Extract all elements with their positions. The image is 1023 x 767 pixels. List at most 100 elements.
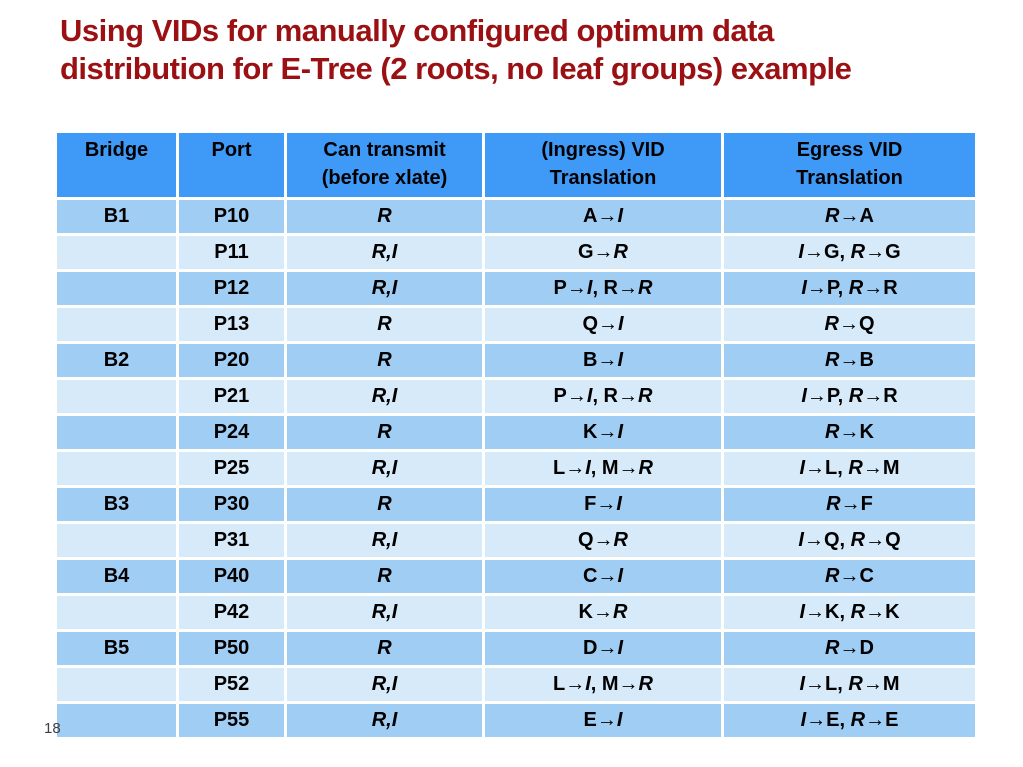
cell-port: P12 (176, 269, 287, 308)
page-number: 18 (44, 720, 61, 737)
cell-ingress-vid-translation: F→I (482, 485, 724, 524)
cell-ingress-vid-translation: E→I (482, 701, 724, 740)
cell-port: P25 (176, 449, 287, 488)
cell-port: P40 (176, 557, 287, 596)
cell-egress-vid-translation: I→L, R→M (721, 665, 978, 704)
cell-egress-vid-translation: R→D (721, 629, 978, 668)
cell-ingress-vid-translation: A→I (482, 197, 724, 236)
cell-ingress-vid-translation: P→I, R→R (482, 377, 724, 416)
page-title: Using VIDs for manually configured optim… (60, 13, 852, 86)
cell-bridge (54, 269, 179, 308)
cell-bridge (54, 593, 179, 632)
cell-egress-vid-translation: I→Q, R→Q (721, 521, 978, 560)
cell-port: P24 (176, 413, 287, 452)
cell-ingress-vid-translation: K→R (482, 593, 724, 632)
cell-port: P52 (176, 665, 287, 704)
table-row: P55 R,I E→I I→E, R→E (54, 701, 978, 740)
cell-port: P55 (176, 701, 287, 740)
cell-can-transmit: R,I (284, 593, 485, 632)
cell-egress-vid-translation: R→B (721, 341, 978, 380)
column-header-port: Port (176, 130, 287, 200)
table-row: B4 P40 R C→I R→C (54, 557, 978, 596)
cell-bridge (54, 377, 179, 416)
table-row: P31 R,I Q→R I→Q, R→Q (54, 521, 978, 560)
cell-port: P31 (176, 521, 287, 560)
cell-bridge: B2 (54, 341, 179, 380)
cell-egress-vid-translation: I→E, R→E (721, 701, 978, 740)
cell-can-transmit: R,I (284, 521, 485, 560)
table-row: P13 R Q→I R→Q (54, 305, 978, 344)
cell-bridge: B4 (54, 557, 179, 596)
cell-bridge (54, 233, 179, 272)
cell-can-transmit: R (284, 629, 485, 668)
cell-ingress-vid-translation: L→I, M→R (482, 449, 724, 488)
cell-ingress-vid-translation: G→R (482, 233, 724, 272)
cell-can-transmit: R (284, 485, 485, 524)
header-row: Bridge Port Can transmit (before xlate) (In… (54, 130, 978, 200)
cell-can-transmit: R (284, 557, 485, 596)
cell-bridge (54, 305, 179, 344)
cell-egress-vid-translation: I→K, R→K (721, 593, 978, 632)
cell-egress-vid-translation: R→Q (721, 305, 978, 344)
cell-ingress-vid-translation: K→I (482, 413, 724, 452)
table-row: P52 R,I L→I, M→R I→L, R→M (54, 665, 978, 704)
cell-ingress-vid-translation: L→I, M→R (482, 665, 724, 704)
table-row: P12 R,I P→I, R→R I→P, R→R (54, 269, 978, 308)
cell-can-transmit: R,I (284, 233, 485, 272)
table-row: P11 R,I G→R I→G, R→G (54, 233, 978, 272)
cell-port: P11 (176, 233, 287, 272)
cell-egress-vid-translation: R→A (721, 197, 978, 236)
table-row: B1 P10 R A→I R→A (54, 197, 978, 236)
cell-egress-vid-translation: I→P, R→R (721, 269, 978, 308)
cell-ingress-vid-translation: D→I (482, 629, 724, 668)
column-header-ingress-vid-translation: (Ingress) VID Translation (482, 130, 724, 200)
cell-port: P10 (176, 197, 287, 236)
cell-port: P20 (176, 341, 287, 380)
cell-ingress-vid-translation: Q→R (482, 521, 724, 560)
cell-port: P42 (176, 593, 287, 632)
table-row: B2 P20 R B→I R→B (54, 341, 978, 380)
cell-ingress-vid-translation: Q→I (482, 305, 724, 344)
cell-port: P50 (176, 629, 287, 668)
table-row: B3 P30 R F→I R→F (54, 485, 978, 524)
cell-bridge (54, 413, 179, 452)
table-row: P24 R K→I R→K (54, 413, 978, 452)
column-header-egress-vid-translation: Egress VID Translation (721, 130, 978, 200)
cell-egress-vid-translation: R→F (721, 485, 978, 524)
cell-bridge (54, 665, 179, 704)
cell-can-transmit: R,I (284, 701, 485, 740)
cell-bridge: B5 (54, 629, 179, 668)
cell-bridge: B1 (54, 197, 179, 236)
vid-table-header: Bridge Port Can transmit (before xlate) (In… (54, 130, 978, 200)
cell-bridge (54, 521, 179, 560)
cell-egress-vid-translation: R→K (721, 413, 978, 452)
cell-bridge (54, 449, 179, 488)
cell-can-transmit: R,I (284, 269, 485, 308)
vid-table-body: B1 P10 R A→I R→A P11 R,I G→R I→G, R→G P12 R,I P→I, … (54, 197, 978, 740)
cell-port: P30 (176, 485, 287, 524)
vid-table: Bridge Port Can transmit (before xlate) (In… (54, 130, 978, 740)
table-row: B5 P50 R D→I R→D (54, 629, 978, 668)
cell-can-transmit: R (284, 413, 485, 452)
cell-ingress-vid-translation: C→I (482, 557, 724, 596)
cell-can-transmit: R (284, 305, 485, 344)
cell-bridge: B3 (54, 485, 179, 524)
column-header-can-transmit: Can transmit (before xlate) (284, 130, 485, 200)
cell-ingress-vid-translation: B→I (482, 341, 724, 380)
cell-can-transmit: R (284, 341, 485, 380)
cell-egress-vid-translation: R→C (721, 557, 978, 596)
cell-port: P21 (176, 377, 287, 416)
cell-can-transmit: R (284, 197, 485, 236)
cell-ingress-vid-translation: P→I, R→R (482, 269, 724, 308)
table-row: P25 R,I L→I, M→R I→L, R→M (54, 449, 978, 488)
cell-egress-vid-translation: I→L, R→M (721, 449, 978, 488)
table-row: P42 R,I K→R I→K, R→K (54, 593, 978, 632)
cell-can-transmit: R,I (284, 449, 485, 488)
cell-egress-vid-translation: I→G, R→G (721, 233, 978, 272)
cell-port: P13 (176, 305, 287, 344)
cell-can-transmit: R,I (284, 665, 485, 704)
table-row: P21 R,I P→I, R→R I→P, R→R (54, 377, 978, 416)
cell-bridge (54, 701, 179, 740)
cell-egress-vid-translation: I→P, R→R (721, 377, 978, 416)
column-header-bridge: Bridge (54, 130, 179, 200)
